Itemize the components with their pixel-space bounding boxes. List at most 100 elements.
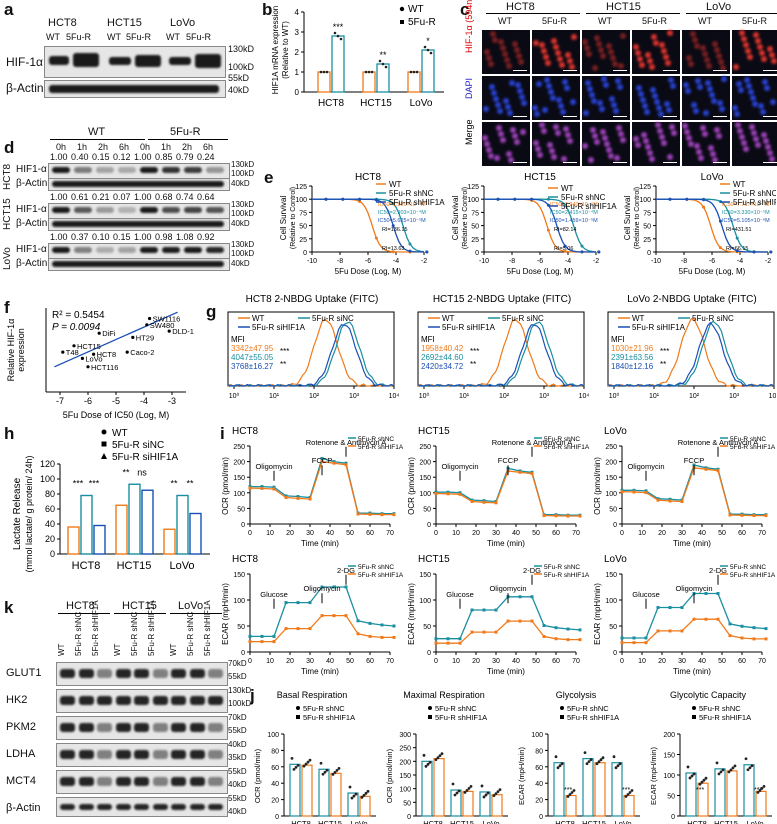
c-cell: [618, 131, 624, 137]
j-legend-label: 5Fu-R shNC: [567, 704, 609, 713]
g-histogram: [417, 324, 585, 387]
k-band: [134, 696, 149, 705]
j-dot: [337, 766, 341, 770]
g-x-tick-label: 10¹: [649, 393, 660, 400]
j-dot: [463, 791, 467, 794]
c-cell: [565, 132, 571, 138]
i-annotation: FCCP: [684, 456, 704, 465]
h-bar: [115, 504, 128, 555]
i-point: [470, 499, 474, 503]
g-mfi-value: 2391±63.56: [611, 353, 654, 362]
j-category: HCT8: [687, 819, 707, 824]
h-sig: **: [170, 479, 178, 489]
panel-label-j: j: [250, 686, 255, 705]
j-dot: [482, 795, 486, 799]
j-dot: [333, 770, 337, 774]
e-ic50: IC50=2.940×10⁻⁶M: [550, 201, 598, 208]
c-cell: [771, 58, 777, 64]
e-x-tick-label: -2: [593, 258, 599, 265]
i-annotation: Rotenone & Antimycin A: [306, 438, 386, 447]
i-x-tick-label: 70: [758, 530, 766, 537]
k-band: [60, 723, 75, 732]
d-line-label: HCT15: [2, 198, 13, 230]
e-point: [546, 197, 550, 201]
j-dot: [721, 768, 725, 772]
b-dot: [423, 45, 427, 49]
c-col-label: WT: [698, 16, 712, 26]
i-legend-label: 5Fu-R shNC: [544, 564, 580, 571]
j-dot: [480, 784, 484, 788]
c-cell: [614, 155, 620, 161]
c-scale-bar: [713, 116, 727, 117]
a-blot-hif: [44, 46, 226, 78]
c-cell: [608, 153, 614, 159]
y-tick-label: 2: [295, 48, 300, 57]
panel-h-chart: 0 20 40 60 80 100 120 Lactate Release (mmol lact…: [12, 428, 210, 573]
j-bar: [433, 757, 445, 817]
y-tick-label: 80: [45, 489, 55, 499]
c-cell: [716, 53, 722, 59]
i-point: [458, 492, 462, 496]
d-time-label: 2h: [182, 142, 193, 152]
k-row-label: PKM2: [6, 721, 36, 733]
a-lane: 5Fu-R: [66, 32, 92, 42]
c-cell: [505, 104, 511, 110]
c-cell: [533, 140, 539, 146]
c-cell: [655, 122, 661, 128]
panel-k-blots: HCT8 HCT15 LoVo WT 5Fu-R shNC 5Fu-R shHIF1A WT…: [0, 598, 251, 824]
c-fluorescence-field: [532, 76, 580, 120]
k-band: [171, 750, 186, 759]
d-time-label: 0h: [56, 142, 67, 152]
c-cell: [496, 125, 502, 131]
a-mw: 55kD: [228, 73, 250, 83]
i-point: [506, 619, 510, 623]
c-col-label: WT: [598, 16, 612, 26]
j-dot: [572, 789, 576, 792]
c-cell: [512, 133, 518, 139]
i-x-tick-label: 10: [266, 530, 274, 537]
i-x-tick-label: 20: [286, 530, 294, 537]
i-xlabel: Time (min): [301, 539, 339, 548]
i-point: [566, 638, 570, 642]
d-row-actin: β-Actin: [16, 258, 48, 269]
i-point: [260, 640, 264, 644]
y-tick-label: 80: [535, 748, 543, 755]
g-frame: [227, 311, 395, 387]
c-cell: [764, 85, 770, 91]
c-cell: [734, 111, 740, 117]
i-point: [644, 641, 648, 645]
y-tick-label: 150: [399, 773, 411, 780]
c-cell: [761, 56, 767, 62]
c-scale-bar: [713, 162, 727, 163]
k-band: [152, 750, 168, 759]
j-dot: [457, 789, 461, 793]
j-dot: [585, 762, 589, 765]
c-cell: [555, 50, 561, 56]
c-cell: [667, 30, 673, 36]
y-tick-label: 250: [233, 444, 245, 451]
y-tick-label: 100: [233, 598, 245, 605]
c-cell: [516, 53, 522, 59]
i-x-tick-label: 0: [434, 530, 438, 537]
c-cell: [759, 50, 765, 56]
d-band: [52, 221, 224, 227]
c-cell: [489, 84, 495, 90]
i-point: [446, 490, 450, 494]
k-band: [152, 723, 168, 732]
y-tick-label: 125: [467, 184, 479, 191]
i-point: [482, 500, 486, 504]
i-point: [620, 641, 624, 645]
d-quant-value: 0.40: [71, 152, 89, 162]
c-cell: [659, 42, 665, 48]
c-cell: [488, 153, 494, 159]
g-sig: ***: [470, 347, 479, 356]
i-x-tick-label: 40: [512, 658, 520, 665]
j-ylabel: OCR (pmol/min): [385, 748, 394, 803]
j-dot: [440, 752, 444, 755]
j-dot: [558, 764, 562, 768]
i-point: [356, 632, 360, 636]
b-bar-5fur: [331, 35, 345, 93]
i-point: [668, 629, 672, 633]
j-dot: [308, 758, 312, 762]
c-cell: [670, 83, 676, 89]
